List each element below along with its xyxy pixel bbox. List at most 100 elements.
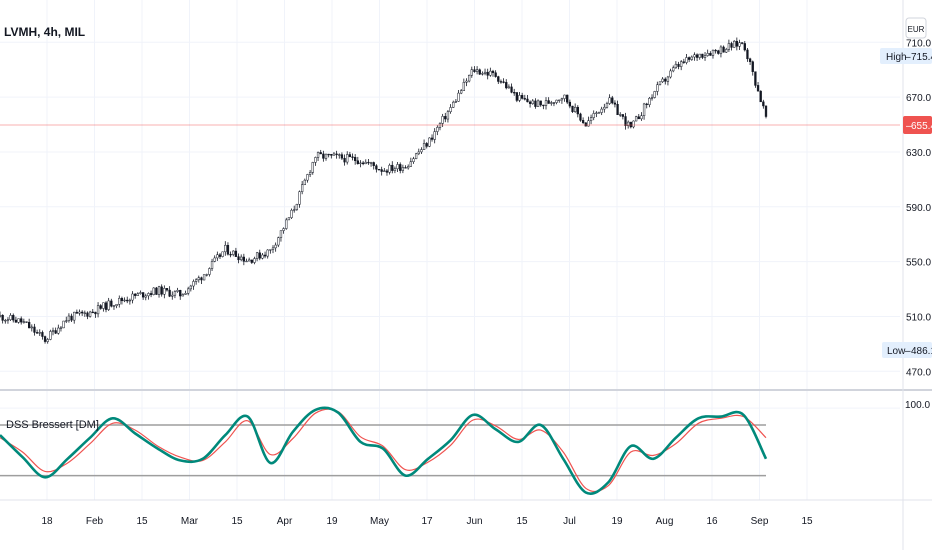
candle-body xyxy=(271,247,275,250)
candle-body xyxy=(160,286,163,295)
candle-body xyxy=(619,114,622,116)
candle-body xyxy=(367,161,370,164)
candle-body xyxy=(579,113,582,121)
low-value: 486.1 xyxy=(911,346,932,357)
candle-body xyxy=(481,73,484,75)
candle-body xyxy=(218,254,222,257)
candle-body xyxy=(261,254,264,259)
candle-body xyxy=(75,311,79,314)
candle-body xyxy=(340,154,344,159)
indicator-label[interactable]: DSS Bressert [DM] xyxy=(6,419,99,431)
candle-body xyxy=(62,320,65,329)
candle-body xyxy=(526,98,529,103)
candle-body xyxy=(377,168,381,171)
candle-body xyxy=(134,293,137,296)
candle-body xyxy=(581,120,585,123)
candle-body xyxy=(43,336,47,342)
candle-body xyxy=(128,299,132,302)
candle-body xyxy=(417,151,420,155)
candle-body xyxy=(513,92,516,94)
candle-body xyxy=(107,300,110,310)
candle-body xyxy=(425,143,428,147)
candle-body xyxy=(232,250,235,255)
candle-body xyxy=(409,161,412,167)
candle-body xyxy=(470,69,473,76)
candle-body xyxy=(0,314,2,317)
candle-body xyxy=(351,156,354,158)
time-tick-label: Feb xyxy=(86,516,104,527)
time-tick-label: Aug xyxy=(656,516,674,527)
candle-body xyxy=(693,54,696,58)
candle-body xyxy=(247,259,251,262)
candle-body xyxy=(674,63,678,69)
candle-body xyxy=(446,111,450,120)
candle-body xyxy=(332,153,336,156)
candle-body xyxy=(308,172,312,175)
candle-body xyxy=(316,152,320,158)
candle-body xyxy=(216,254,219,259)
time-tick-label: 18 xyxy=(41,516,53,527)
time-tick-label: 15 xyxy=(516,516,528,527)
candle-body xyxy=(78,311,81,314)
candle-body xyxy=(285,219,288,229)
candle-body xyxy=(698,53,701,58)
candle-body xyxy=(407,166,410,169)
candle-body xyxy=(221,251,224,257)
high-badge: High – 715.4 xyxy=(880,48,932,64)
candle-body xyxy=(388,164,391,173)
candle-body xyxy=(91,311,94,314)
candle-body xyxy=(558,99,561,101)
candle-body xyxy=(422,143,426,150)
candle-body xyxy=(110,300,113,307)
candle-body xyxy=(677,63,680,67)
candle-body xyxy=(361,162,365,165)
candle-body xyxy=(17,318,20,323)
candle-body xyxy=(457,92,460,102)
candle-body xyxy=(672,67,675,72)
candle-body xyxy=(372,162,375,166)
candle-body xyxy=(438,123,442,128)
time-tick-label: Jul xyxy=(563,516,576,527)
candle-body xyxy=(229,253,232,256)
candle-body xyxy=(86,312,89,317)
candle-body xyxy=(725,49,728,53)
candle-body xyxy=(510,86,513,93)
time-axis[interactable]: 18 Feb 15 Mar 15 Apr 19 May 17 Jun 15 Jul 19 Aug 16 Sep… xyxy=(41,516,813,527)
candle-body xyxy=(41,332,44,337)
price-tick-label: 630.0 xyxy=(906,148,931,159)
candle-body xyxy=(269,249,272,251)
candle-body xyxy=(460,90,463,94)
price-axis[interactable]: 710.0 670.0 630.0 590.0 550.0 510.0 470.0 xyxy=(906,38,931,378)
candle-body xyxy=(38,332,41,334)
currency-button[interactable]: EUR xyxy=(905,17,927,39)
candle-body xyxy=(184,293,187,295)
candle-body xyxy=(73,311,76,321)
candle-body xyxy=(627,121,630,126)
candle-body xyxy=(764,105,768,117)
candle-body xyxy=(711,49,715,56)
candle-body xyxy=(266,249,269,257)
candle-body xyxy=(255,252,259,259)
candle-body xyxy=(240,256,243,261)
candle-body xyxy=(589,117,593,121)
candle-body xyxy=(96,305,100,315)
candle-body xyxy=(327,153,330,156)
symbol-title[interactable]: LVMH, 4h, MIL xyxy=(4,25,85,39)
price-tick-label: 670.0 xyxy=(906,93,931,104)
price-tick-label: 590.0 xyxy=(906,203,931,214)
candle-body xyxy=(49,331,52,340)
time-tick-label: 15 xyxy=(231,516,243,527)
candle-body xyxy=(735,40,738,47)
candle-body xyxy=(319,152,322,155)
candle-body xyxy=(67,315,71,321)
candle-body xyxy=(393,168,397,171)
candle-body xyxy=(571,105,574,112)
candle-body xyxy=(740,42,744,44)
candle-body xyxy=(57,327,60,334)
candle-body xyxy=(20,318,23,323)
candle-body xyxy=(491,70,495,73)
candle-body xyxy=(738,42,741,47)
candle-body xyxy=(502,81,505,83)
candle-body xyxy=(70,315,73,321)
candle-body xyxy=(245,260,248,263)
